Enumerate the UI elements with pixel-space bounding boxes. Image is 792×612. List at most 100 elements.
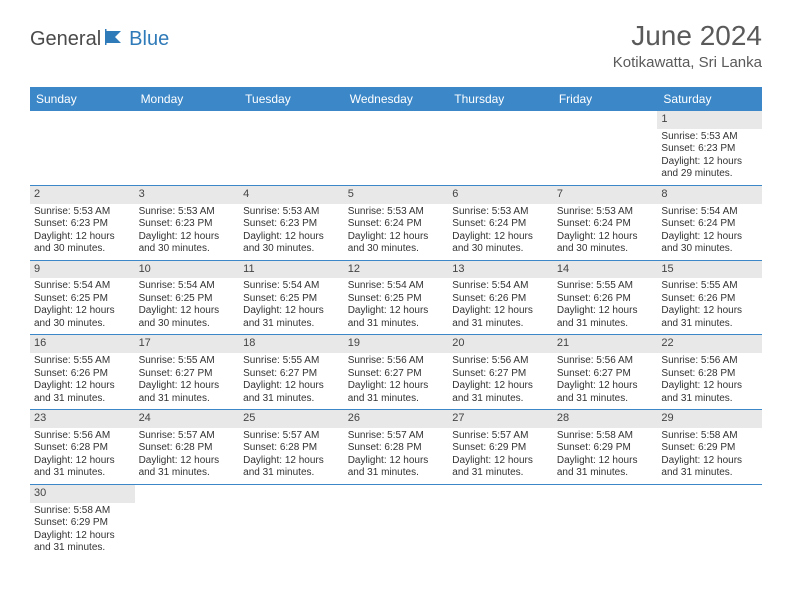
sunset-text: Sunset: 6:25 PM — [243, 293, 340, 306]
calendar-cell: 19Sunrise: 5:56 AMSunset: 6:27 PMDayligh… — [344, 335, 449, 409]
daylight-text: Daylight: 12 hours — [452, 380, 549, 393]
brand-logo: General Blue — [30, 28, 169, 51]
day-number: 6 — [448, 186, 553, 204]
sunrise-text: Sunrise: 5:56 AM — [661, 355, 758, 368]
sunset-text: Sunset: 6:29 PM — [34, 517, 131, 530]
daylight-text: Daylight: 12 hours — [661, 156, 758, 169]
daylight-text: and 30 minutes. — [348, 243, 445, 256]
day-details: Sunrise: 5:55 AMSunset: 6:26 PMDaylight:… — [657, 278, 762, 334]
sunrise-text: Sunrise: 5:58 AM — [661, 430, 758, 443]
day-details: Sunrise: 5:58 AMSunset: 6:29 PMDaylight:… — [553, 428, 658, 484]
weekday-label: Monday — [135, 87, 240, 111]
sunrise-text: Sunrise: 5:54 AM — [139, 280, 236, 293]
daylight-text: Daylight: 12 hours — [139, 380, 236, 393]
daylight-text: Daylight: 12 hours — [34, 380, 131, 393]
calendar-cell: 17Sunrise: 5:55 AMSunset: 6:27 PMDayligh… — [135, 335, 240, 409]
day-details: Sunrise: 5:57 AMSunset: 6:29 PMDaylight:… — [448, 428, 553, 484]
sunset-text: Sunset: 6:23 PM — [139, 218, 236, 231]
day-details: Sunrise: 5:53 AMSunset: 6:24 PMDaylight:… — [448, 204, 553, 260]
calendar-cell — [448, 485, 553, 559]
day-number: 16 — [30, 335, 135, 353]
day-number: 10 — [135, 261, 240, 279]
sunrise-text: Sunrise: 5:53 AM — [348, 206, 445, 219]
sunset-text: Sunset: 6:26 PM — [452, 293, 549, 306]
sunset-text: Sunset: 6:28 PM — [139, 442, 236, 455]
sunrise-text: Sunrise: 5:53 AM — [34, 206, 131, 219]
day-number: 24 — [135, 410, 240, 428]
daylight-text: and 31 minutes. — [452, 467, 549, 480]
daylight-text: and 31 minutes. — [452, 393, 549, 406]
daylight-text: and 31 minutes. — [243, 393, 340, 406]
sunset-text: Sunset: 6:24 PM — [661, 218, 758, 231]
day-number — [657, 485, 762, 503]
day-number: 14 — [553, 261, 658, 279]
day-details: Sunrise: 5:58 AMSunset: 6:29 PMDaylight:… — [30, 503, 135, 559]
day-number: 29 — [657, 410, 762, 428]
daylight-text: Daylight: 12 hours — [661, 455, 758, 468]
day-number: 19 — [344, 335, 449, 353]
sunset-text: Sunset: 6:28 PM — [34, 442, 131, 455]
day-number — [553, 485, 658, 503]
day-details: Sunrise: 5:55 AMSunset: 6:27 PMDaylight:… — [135, 353, 240, 409]
calendar-cell: 15Sunrise: 5:55 AMSunset: 6:26 PMDayligh… — [657, 261, 762, 335]
daylight-text: Daylight: 12 hours — [34, 305, 131, 318]
day-number: 25 — [239, 410, 344, 428]
daylight-text: and 31 minutes. — [557, 467, 654, 480]
calendar-cell: 29Sunrise: 5:58 AMSunset: 6:29 PMDayligh… — [657, 410, 762, 484]
sunrise-text: Sunrise: 5:56 AM — [34, 430, 131, 443]
day-number: 28 — [553, 410, 658, 428]
sunrise-text: Sunrise: 5:57 AM — [139, 430, 236, 443]
day-number: 18 — [239, 335, 344, 353]
sunrise-text: Sunrise: 5:57 AM — [452, 430, 549, 443]
sunset-text: Sunset: 6:24 PM — [557, 218, 654, 231]
day-details: Sunrise: 5:53 AMSunset: 6:23 PMDaylight:… — [239, 204, 344, 260]
daylight-text: and 31 minutes. — [348, 393, 445, 406]
calendar-cell: 1Sunrise: 5:53 AMSunset: 6:23 PMDaylight… — [657, 111, 762, 185]
sunset-text: Sunset: 6:27 PM — [139, 368, 236, 381]
sunset-text: Sunset: 6:28 PM — [243, 442, 340, 455]
daylight-text: and 31 minutes. — [348, 318, 445, 331]
month-title: June 2024 — [613, 20, 762, 52]
daylight-text: Daylight: 12 hours — [34, 530, 131, 543]
daylight-text: Daylight: 12 hours — [243, 231, 340, 244]
calendar-cell: 30Sunrise: 5:58 AMSunset: 6:29 PMDayligh… — [30, 485, 135, 559]
sunset-text: Sunset: 6:25 PM — [348, 293, 445, 306]
sunrise-text: Sunrise: 5:56 AM — [348, 355, 445, 368]
day-details: Sunrise: 5:56 AMSunset: 6:28 PMDaylight:… — [30, 428, 135, 484]
sunrise-text: Sunrise: 5:58 AM — [34, 505, 131, 518]
day-number — [135, 485, 240, 503]
day-number: 27 — [448, 410, 553, 428]
sunrise-text: Sunrise: 5:54 AM — [452, 280, 549, 293]
calendar-cell: 27Sunrise: 5:57 AMSunset: 6:29 PMDayligh… — [448, 410, 553, 484]
day-number: 4 — [239, 186, 344, 204]
daylight-text: and 31 minutes. — [661, 467, 758, 480]
day-details: Sunrise: 5:56 AMSunset: 6:27 PMDaylight:… — [344, 353, 449, 409]
day-number: 26 — [344, 410, 449, 428]
sunset-text: Sunset: 6:27 PM — [452, 368, 549, 381]
calendar-cell: 5Sunrise: 5:53 AMSunset: 6:24 PMDaylight… — [344, 186, 449, 260]
day-number: 21 — [553, 335, 658, 353]
day-number: 9 — [30, 261, 135, 279]
sunset-text: Sunset: 6:29 PM — [557, 442, 654, 455]
calendar-cell — [135, 485, 240, 559]
sunrise-text: Sunrise: 5:55 AM — [34, 355, 131, 368]
daylight-text: Daylight: 12 hours — [348, 380, 445, 393]
daylight-text: Daylight: 12 hours — [557, 380, 654, 393]
daylight-text: Daylight: 12 hours — [243, 380, 340, 393]
calendar: SundayMondayTuesdayWednesdayThursdayFrid… — [30, 87, 762, 559]
day-number — [239, 485, 344, 503]
daylight-text: and 31 minutes. — [452, 318, 549, 331]
daylight-text: Daylight: 12 hours — [452, 231, 549, 244]
daylight-text: and 30 minutes. — [34, 243, 131, 256]
sunrise-text: Sunrise: 5:55 AM — [139, 355, 236, 368]
day-details: Sunrise: 5:54 AMSunset: 6:25 PMDaylight:… — [135, 278, 240, 334]
daylight-text: and 31 minutes. — [139, 467, 236, 480]
day-details: Sunrise: 5:54 AMSunset: 6:26 PMDaylight:… — [448, 278, 553, 334]
weekday-header: SundayMondayTuesdayWednesdayThursdayFrid… — [30, 87, 762, 111]
daylight-text: Daylight: 12 hours — [139, 231, 236, 244]
daylight-text: and 30 minutes. — [139, 318, 236, 331]
day-number — [553, 111, 658, 129]
daylight-text: and 29 minutes. — [661, 168, 758, 181]
day-number: 2 — [30, 186, 135, 204]
calendar-cell: 10Sunrise: 5:54 AMSunset: 6:25 PMDayligh… — [135, 261, 240, 335]
